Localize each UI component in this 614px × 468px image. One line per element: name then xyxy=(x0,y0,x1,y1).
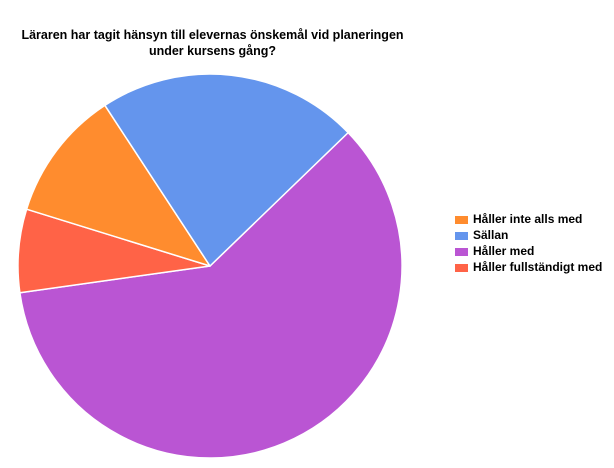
pie-slice-sallan xyxy=(104,73,349,267)
chart-legend: Håller inte alls med Sällan Håller med H… xyxy=(455,211,602,275)
legend-swatch xyxy=(455,215,468,224)
legend-item-haller-med: Håller med xyxy=(455,243,602,259)
legend-label: Håller inte alls med xyxy=(473,212,583,226)
legend-label: Sällan xyxy=(473,228,509,242)
chart-title-line-1: Läraren har tagit hänsyn till elevernas … xyxy=(21,28,404,42)
legend-item-haller-inte-alls-med: Håller inte alls med xyxy=(455,211,602,227)
legend-item-sallan: Sällan xyxy=(455,227,602,243)
legend-label: Håller fullständigt med xyxy=(473,260,603,274)
legend-swatch xyxy=(455,247,468,256)
legend-item-haller-fullstandigt-med: Håller fullständigt med xyxy=(455,259,602,275)
legend-label: Håller med xyxy=(473,244,535,258)
legend-swatch xyxy=(455,231,468,240)
legend-swatch xyxy=(455,263,468,272)
chart-title-line-2: under kursens gång? xyxy=(148,44,277,58)
chart-title: Läraren har tagit hänsyn till elevernas … xyxy=(0,27,425,59)
pie-slice-haller-inte-alls-med xyxy=(25,104,211,267)
pie-slice-haller-med xyxy=(19,131,403,459)
